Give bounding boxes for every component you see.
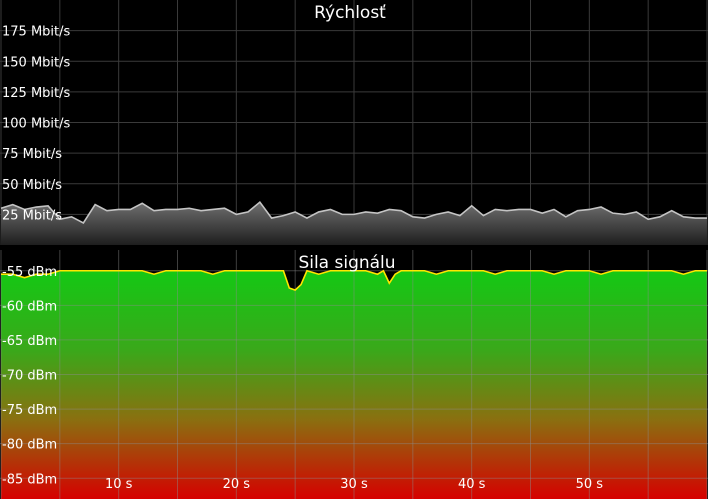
speed-area (1, 202, 707, 245)
signal-y-axis: -55 dBm -60 dBm -65 dBm -70 dBm -75 dBm -80 d… (2, 265, 57, 488)
signal-grid (0, 250, 708, 499)
x-tick-label: 20 s (223, 477, 251, 492)
speed-y-tick-label: 100 Mbit/s (2, 117, 71, 132)
signal-chart-title: Sila signálu (298, 253, 395, 273)
speed-chart-title: Rýchlosť (314, 3, 386, 23)
signal-y-tick-label: -80 dBm (2, 438, 57, 453)
speed-y-axis: 25 Mbit/s 50 Mbit/s 75 Mbit/s 100 Mbit/s 125… (2, 25, 71, 224)
speed-y-tick-label: 50 Mbit/s (2, 178, 62, 193)
signal-y-tick-label: -60 dBm (2, 299, 57, 314)
signal-y-tick-label: -65 dBm (2, 334, 57, 349)
x-tick-label: 10 s (105, 477, 133, 492)
signal-y-tick-label: -75 dBm (2, 403, 57, 418)
signal-area (1, 270, 707, 499)
x-tick-label: 30 s (340, 477, 368, 492)
signal-x-axis: 10 s 20 s 30 s 40 s 50 s (105, 477, 603, 492)
signal-y-tick-label: -70 dBm (2, 369, 57, 384)
x-tick-label: 40 s (458, 477, 486, 492)
signal-panel: -55 dBm -60 dBm -65 dBm -70 dBm -75 dBm -80 d… (0, 250, 708, 499)
speed-y-tick-label: 25 Mbit/s (2, 208, 62, 223)
speed-y-tick-label: 150 Mbit/s (2, 55, 71, 70)
panel-divider (0, 247, 708, 250)
x-tick-label: 50 s (576, 477, 604, 492)
signal-y-tick-label: -85 dBm (2, 472, 57, 487)
signal-line (1, 269, 707, 292)
speed-y-tick-label: 75 Mbit/s (2, 147, 62, 162)
speed-panel: 25 Mbit/s 50 Mbit/s 75 Mbit/s 100 Mbit/s 125… (0, 0, 708, 247)
speed-y-tick-label: 175 Mbit/s (2, 25, 71, 40)
signal-y-tick-label: -55 dBm (2, 265, 57, 280)
speed-y-tick-label: 125 Mbit/s (2, 86, 71, 101)
speed-line (0, 200, 707, 224)
